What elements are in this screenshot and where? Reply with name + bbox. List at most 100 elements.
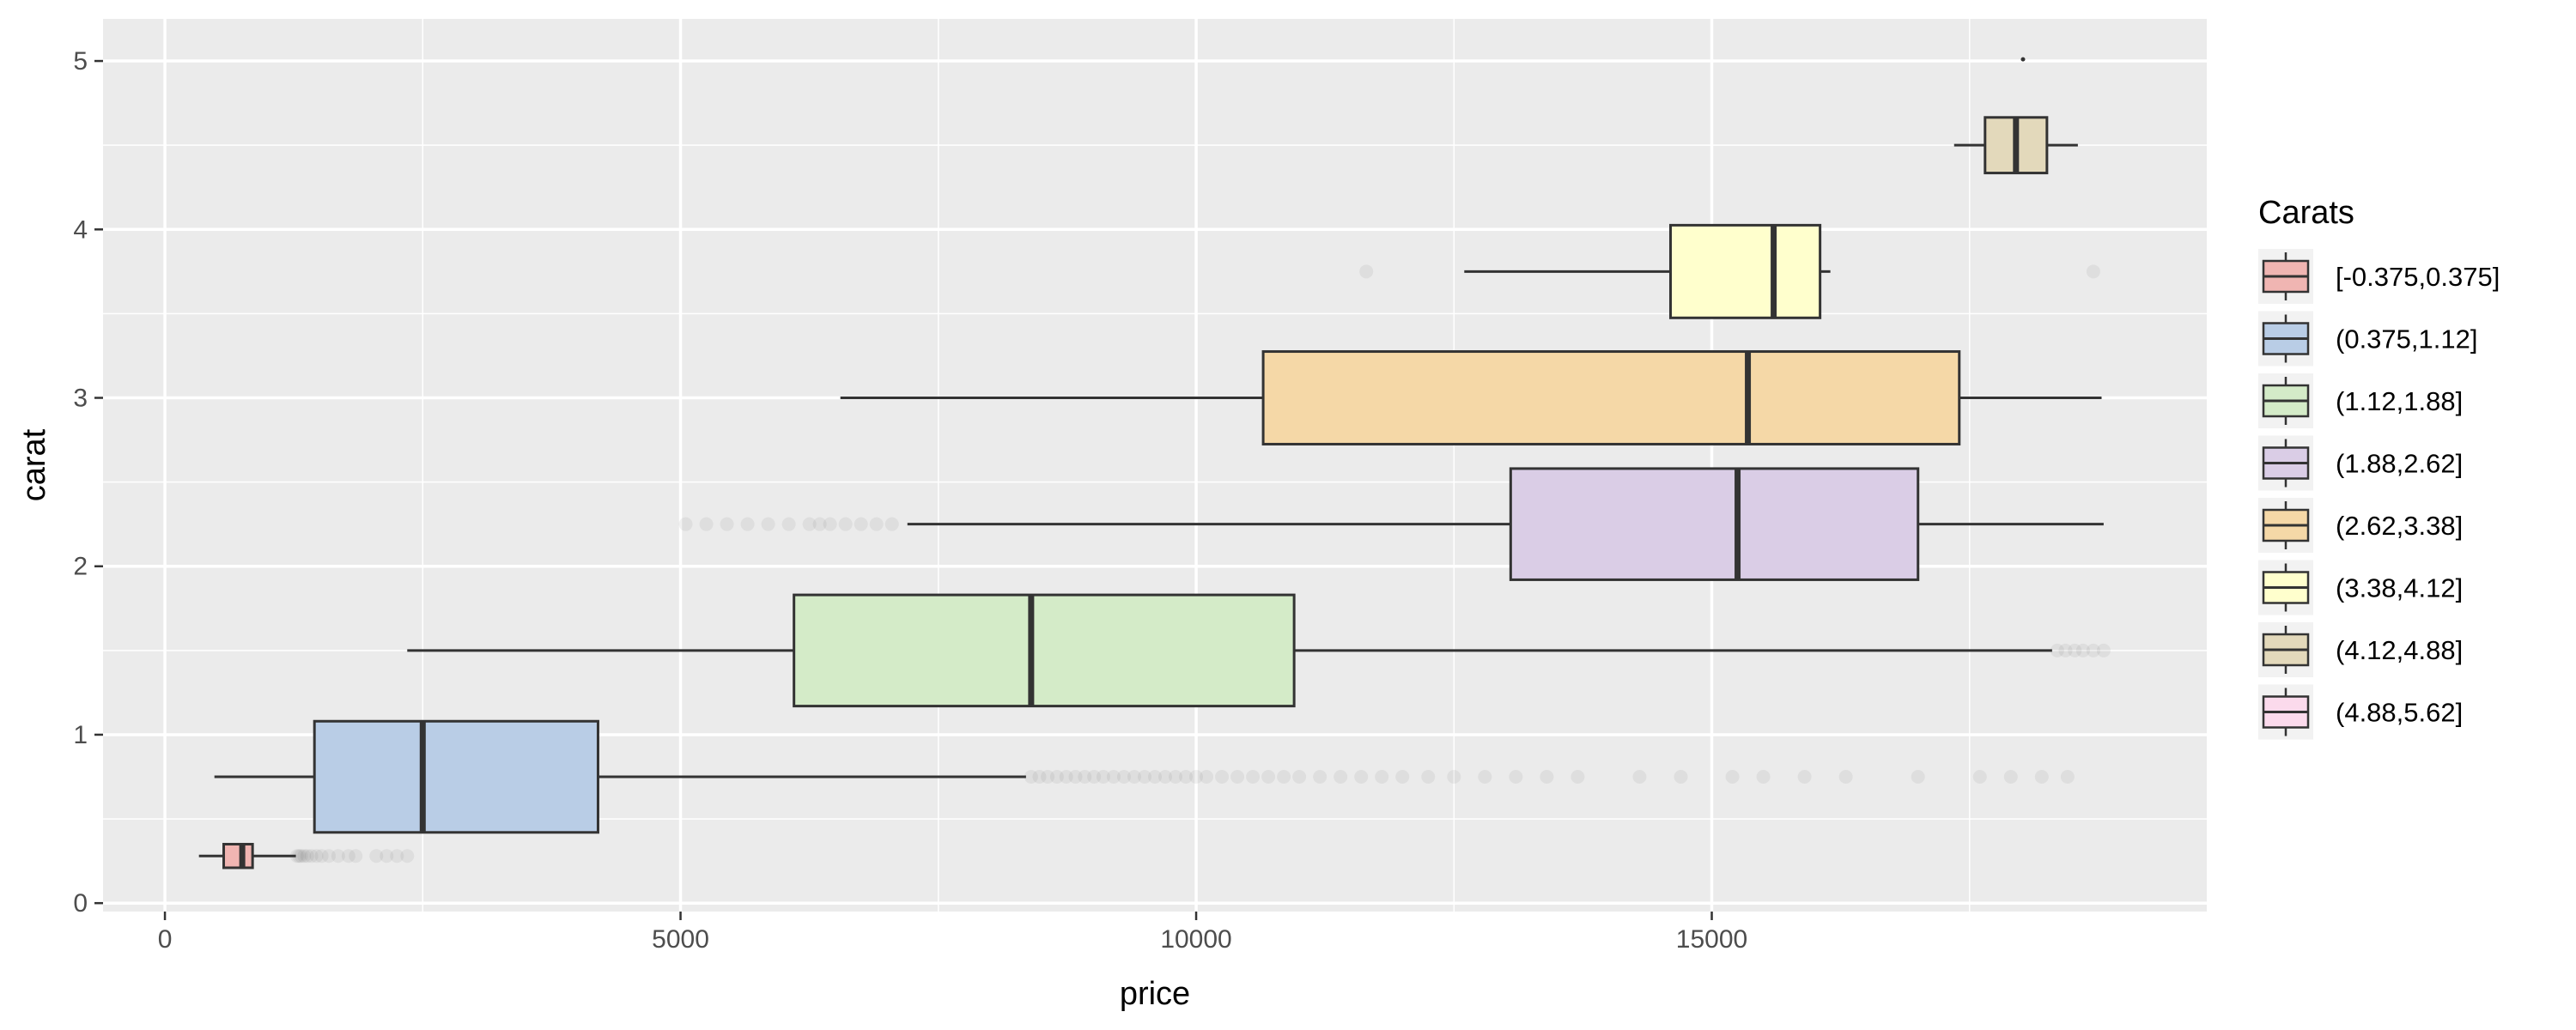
boxplot-series <box>198 57 2111 869</box>
box-iqr <box>1509 467 1920 581</box>
box-series <box>678 467 2104 581</box>
y-tick-label: 3 <box>73 385 88 413</box>
legend-item: [-0.375,0.375] <box>2258 249 2500 304</box>
outlier-point <box>400 849 415 863</box>
outlier-point <box>761 517 775 531</box>
x-tick-label: 5000 <box>652 925 709 954</box>
x-tick-label: 15000 <box>1676 925 1747 954</box>
outlier-point <box>1359 264 1374 279</box>
outlier-point <box>1032 770 1047 785</box>
outlier-point <box>1756 770 1771 785</box>
box-iqr <box>1668 223 1822 319</box>
y-tick-label: 5 <box>73 47 88 76</box>
outlier-point <box>369 849 384 863</box>
outlier-point <box>1189 770 1204 785</box>
outlier-point <box>802 517 817 531</box>
legend-label: (0.375,1.12] <box>2336 324 2477 354</box>
outlier-point <box>1292 770 1307 785</box>
outlier-point <box>1421 770 1436 785</box>
outlier-point <box>1106 770 1121 785</box>
outlier-point <box>294 849 308 863</box>
outlier-point <box>884 517 899 531</box>
outlier-point <box>1087 770 1102 785</box>
box-series <box>1359 223 2100 319</box>
outlier-point <box>1797 770 1812 785</box>
outlier-point <box>1127 770 1141 785</box>
y-tick-label: 4 <box>73 215 88 244</box>
outlier-point <box>1200 770 1214 785</box>
outlier-point <box>2058 643 2073 657</box>
legend-item: (3.38,4.12] <box>2258 560 2463 615</box>
outlier-point <box>781 517 796 531</box>
outlier-point <box>1078 770 1092 785</box>
outlier-point <box>2050 643 2064 657</box>
outlier-point <box>1725 770 1740 785</box>
outlier-point <box>1068 770 1083 785</box>
outlier-point <box>1911 770 1925 785</box>
outlier-point <box>331 849 345 863</box>
outlier-point <box>1116 770 1131 785</box>
outlier-point <box>380 849 394 863</box>
outlier-point <box>1158 770 1173 785</box>
outlier-point <box>349 849 363 863</box>
outlier-point <box>699 517 714 531</box>
legend-label: (3.38,4.12] <box>2336 573 2463 603</box>
outlier-point <box>1041 770 1055 785</box>
outlier-point <box>2034 770 2049 785</box>
outlier-point <box>1246 770 1261 785</box>
outlier-point <box>1059 770 1073 785</box>
outlier-point <box>1632 770 1647 785</box>
box-series <box>407 593 2111 708</box>
legend-item: (1.12,1.88] <box>2258 373 2463 428</box>
outlier-point <box>1179 770 1194 785</box>
outlier-point <box>1169 770 1183 785</box>
outlier-point <box>1540 770 1554 785</box>
outlier-point <box>1277 770 1291 785</box>
outlier-point <box>1313 770 1327 785</box>
outlier-point <box>2068 643 2082 657</box>
legend-item: (4.88,5.62] <box>2258 684 2463 740</box>
box-iqr <box>793 593 1296 708</box>
legend-item: (2.62,3.38] <box>2258 498 2463 553</box>
outlier-point <box>1972 770 1987 785</box>
box-series <box>2020 57 2026 62</box>
box-series <box>214 719 2075 834</box>
outlier-point <box>1096 770 1110 785</box>
outlier-point <box>812 517 827 531</box>
legend-item: (0.375,1.12] <box>2258 311 2477 367</box>
outlier-point <box>304 849 319 863</box>
legend-label: (4.88,5.62] <box>2336 698 2463 728</box>
outlier-point <box>740 517 755 531</box>
outlier-point <box>1148 770 1162 785</box>
x-axis: 0 5000 10000 15000 <box>158 912 1747 954</box>
x-tick-label: 10000 <box>1160 925 1231 954</box>
outlier-point <box>678 517 693 531</box>
outlier-point <box>292 849 307 863</box>
outlier-point <box>1215 770 1230 785</box>
x-axis-title: price <box>1120 976 1190 1012</box>
box-series <box>1953 116 2078 175</box>
outlier-point <box>297 849 312 863</box>
legend-label: [-0.375,0.375] <box>2336 262 2500 292</box>
legend-items: [-0.375,0.375] (0.375,1.12] (1.12,1.88] (1.… <box>2258 249 2500 740</box>
outlier-point <box>1261 770 1276 785</box>
legend-title: Carats <box>2258 195 2354 231</box>
outlier-point <box>823 517 837 531</box>
box-series <box>198 843 415 869</box>
outlier-point <box>1447 770 1461 785</box>
outlier-point <box>341 849 355 863</box>
outlier-point <box>1571 770 1585 785</box>
outlier-point <box>1375 770 1389 785</box>
y-tick-label: 1 <box>73 721 88 749</box>
box-iqr <box>1261 350 1961 445</box>
outlier-point <box>720 517 734 531</box>
outlier-point <box>2075 643 2090 657</box>
outlier-point <box>854 517 868 531</box>
outlier-point <box>869 517 884 531</box>
outlier-point <box>1049 770 1064 785</box>
legend-label: (1.88,2.62] <box>2336 449 2463 479</box>
grid-lines <box>103 19 2207 912</box>
legend: Carats [-0.375,0.375] (0.375,1.12] (1.12,1… <box>2258 195 2500 740</box>
outlier-point <box>2003 770 2018 785</box>
